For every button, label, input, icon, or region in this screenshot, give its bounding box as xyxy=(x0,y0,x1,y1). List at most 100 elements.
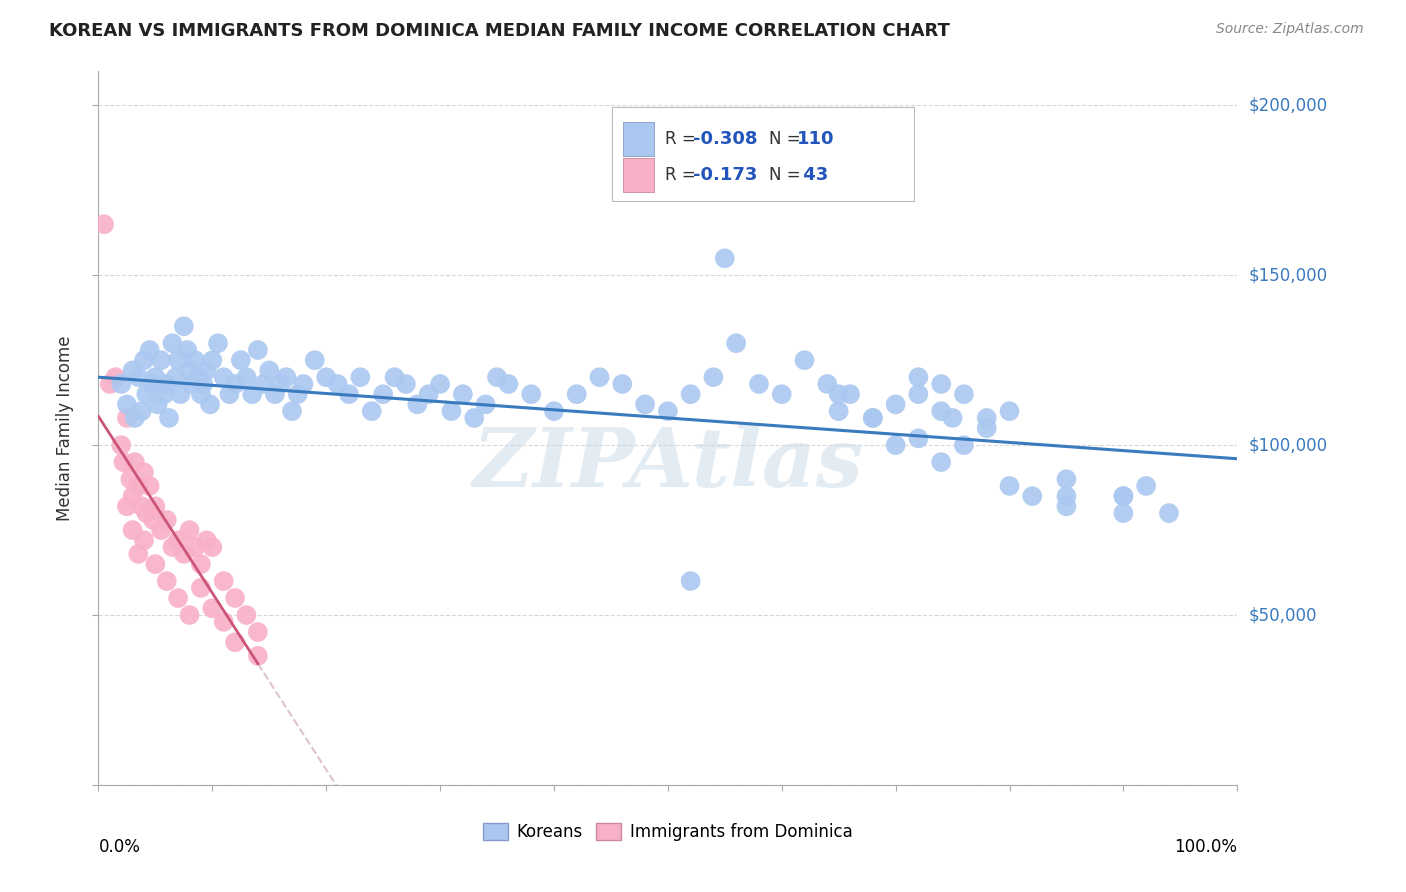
Point xyxy=(240,387,263,401)
Point xyxy=(828,387,851,401)
Point xyxy=(110,376,132,391)
Point xyxy=(1112,489,1135,503)
Point xyxy=(371,387,394,401)
Point xyxy=(498,376,520,391)
Point xyxy=(953,387,976,401)
Text: -0.173: -0.173 xyxy=(693,166,758,184)
Point xyxy=(229,353,252,368)
Point xyxy=(156,513,179,527)
Point xyxy=(907,387,929,401)
Point xyxy=(942,411,965,425)
Text: $100,000: $100,000 xyxy=(1249,436,1327,454)
Point xyxy=(179,523,201,537)
Point xyxy=(110,438,132,452)
Point xyxy=(167,353,190,368)
Legend: Koreans, Immigrants from Dominica: Koreans, Immigrants from Dominica xyxy=(477,816,859,848)
Point xyxy=(180,376,202,391)
Text: Source: ZipAtlas.com: Source: ZipAtlas.com xyxy=(1216,22,1364,37)
Point xyxy=(463,411,485,425)
Point xyxy=(142,376,165,391)
Point xyxy=(1056,500,1078,514)
Point xyxy=(132,353,155,368)
Point xyxy=(884,438,907,452)
Point xyxy=(112,455,135,469)
Point xyxy=(138,343,160,357)
Point xyxy=(588,370,610,384)
Point xyxy=(748,376,770,391)
Point xyxy=(634,397,657,411)
Point xyxy=(127,547,149,561)
Point xyxy=(418,387,440,401)
Point xyxy=(702,370,724,384)
Point xyxy=(246,343,269,357)
Point xyxy=(907,370,929,384)
Point xyxy=(839,387,862,401)
Point xyxy=(135,387,157,401)
Point xyxy=(135,506,157,520)
Point xyxy=(565,387,588,401)
Point xyxy=(98,376,121,391)
Point xyxy=(145,370,167,384)
Point xyxy=(193,376,215,391)
Point xyxy=(93,217,115,231)
Point xyxy=(131,500,153,514)
Point xyxy=(121,489,143,503)
Point xyxy=(929,376,952,391)
Point xyxy=(132,466,155,480)
Point xyxy=(1112,489,1135,503)
Point xyxy=(224,376,246,391)
Point xyxy=(207,336,229,351)
Text: N =: N = xyxy=(769,166,806,184)
Point xyxy=(218,387,240,401)
Point xyxy=(1135,479,1157,493)
Point xyxy=(132,533,155,548)
Point xyxy=(195,533,218,548)
Point xyxy=(195,363,218,377)
Point xyxy=(190,557,212,571)
Point xyxy=(142,513,165,527)
Point xyxy=(184,353,207,368)
Point xyxy=(224,635,246,649)
Point xyxy=(929,455,952,469)
Point xyxy=(315,370,337,384)
Point xyxy=(138,479,160,493)
Point xyxy=(270,376,292,391)
Point xyxy=(201,540,224,554)
Point xyxy=(725,336,748,351)
Point xyxy=(124,455,146,469)
Point xyxy=(1056,472,1078,486)
Point xyxy=(235,370,257,384)
Text: $150,000: $150,000 xyxy=(1249,266,1327,285)
Text: $200,000: $200,000 xyxy=(1249,96,1327,114)
Point xyxy=(292,376,315,391)
Point xyxy=(429,376,451,391)
Point xyxy=(862,411,884,425)
Point xyxy=(287,387,309,401)
Point xyxy=(165,370,187,384)
Point xyxy=(259,363,281,377)
Text: 110: 110 xyxy=(797,130,835,148)
Point xyxy=(150,523,173,537)
Point xyxy=(679,574,702,588)
Point xyxy=(1056,489,1078,503)
Point xyxy=(384,370,406,384)
Text: R =: R = xyxy=(665,130,702,148)
Point xyxy=(145,500,167,514)
Point xyxy=(976,421,998,435)
Point xyxy=(326,376,349,391)
Point xyxy=(543,404,565,418)
Point xyxy=(150,353,173,368)
Point xyxy=(907,431,929,445)
Point xyxy=(224,591,246,605)
Point xyxy=(162,336,184,351)
Point xyxy=(179,363,201,377)
Point xyxy=(235,608,257,623)
Text: R =: R = xyxy=(665,166,702,184)
Point xyxy=(770,387,793,401)
Point xyxy=(201,601,224,615)
Point xyxy=(121,363,143,377)
Point xyxy=(179,608,201,623)
Point xyxy=(440,404,463,418)
Point xyxy=(157,411,180,425)
Point xyxy=(167,533,190,548)
